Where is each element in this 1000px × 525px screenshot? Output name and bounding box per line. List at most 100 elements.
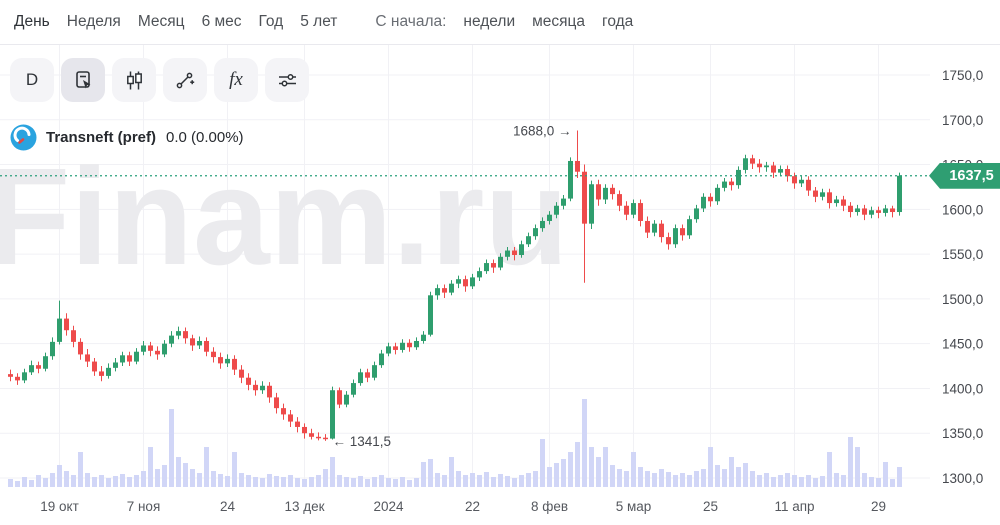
candle — [428, 291, 433, 337]
volume-bar — [414, 478, 419, 487]
range-5y[interactable]: 5 лет — [300, 13, 338, 30]
candle — [638, 199, 643, 227]
candle — [190, 334, 195, 351]
candle — [890, 205, 895, 218]
candle — [330, 386, 335, 440]
volume-bar — [638, 467, 643, 487]
price-tick-label: 1400,0 — [942, 381, 983, 396]
time-tick-label: 13 дек — [284, 499, 324, 514]
candle — [211, 347, 216, 363]
since-month[interactable]: месяца — [532, 13, 586, 30]
candle — [701, 193, 706, 213]
candle — [43, 352, 48, 372]
volume-bar — [827, 452, 832, 487]
candle — [596, 179, 601, 206]
volume-bar — [365, 479, 370, 487]
time-axis[interactable]: 19 окт 7 ноя 24 13 дек 2024 22 8 фев 5 мар 25 11 … — [40, 499, 886, 514]
volume-bar — [883, 462, 888, 487]
volume-bar — [582, 399, 587, 487]
price-tick-label: 1350,0 — [942, 426, 983, 441]
volume-bar — [225, 476, 230, 487]
volume-bar — [757, 475, 762, 487]
volume-bar — [869, 477, 874, 487]
volume-bar — [890, 479, 895, 487]
last-price-badge[interactable]: 1637,5 — [929, 162, 1000, 189]
volume-bar — [239, 473, 244, 487]
indicators-button[interactable]: fx — [214, 58, 258, 102]
trendline-icon — [174, 69, 197, 92]
candle — [204, 337, 209, 357]
range-month[interactable]: Месяц — [137, 13, 185, 30]
since-week[interactable]: недели — [463, 13, 516, 30]
candle — [71, 325, 76, 348]
volume-bar — [855, 447, 860, 487]
price-axis[interactable]: 1750,01700,01650,01600,01550,01500,01450… — [942, 68, 983, 486]
candle — [134, 348, 139, 365]
range-year[interactable]: Год — [258, 13, 284, 30]
annotate-tool-button[interactable] — [61, 58, 105, 102]
candle — [820, 188, 825, 201]
volume-bar — [8, 479, 13, 487]
time-tick-label: 5 мар — [616, 499, 652, 514]
volume-bar — [43, 478, 48, 487]
volume-bar — [407, 480, 412, 487]
candle — [519, 240, 524, 258]
price-tick-label: 1500,0 — [942, 292, 983, 307]
volume-bar — [624, 471, 629, 487]
volume-bar — [78, 452, 83, 487]
candle — [197, 336, 202, 350]
instrument-legend[interactable]: Transneft (pref) 0.0 (0.00%) — [10, 124, 244, 151]
volume-bar — [841, 475, 846, 487]
candle — [113, 357, 118, 372]
candle — [568, 157, 573, 202]
candle — [442, 284, 447, 298]
candle — [764, 161, 769, 172]
candle — [729, 177, 734, 191]
candle — [575, 130, 580, 178]
candle — [127, 351, 132, 367]
volume-bar — [477, 475, 482, 487]
volume-bar — [771, 477, 776, 487]
volume-bar — [316, 475, 321, 487]
volume-bar — [715, 465, 720, 487]
since-year[interactable]: года — [602, 13, 634, 30]
volume-bar — [526, 473, 531, 487]
candle — [708, 193, 713, 207]
volume-bar — [743, 463, 748, 487]
candlestick-icon — [123, 69, 146, 92]
chart-settings-button[interactable] — [265, 58, 309, 102]
candle — [421, 331, 426, 344]
range-day[interactable]: День — [14, 13, 50, 30]
volume-bar — [211, 471, 216, 487]
volume-bar — [848, 437, 853, 487]
candle — [750, 154, 755, 170]
range-6m[interactable]: 6 мес — [201, 13, 242, 30]
candle — [337, 387, 342, 409]
chart-toolbar: D — [10, 58, 309, 102]
annotate-icon — [72, 69, 95, 92]
candle — [281, 403, 286, 420]
candle — [92, 357, 97, 376]
volume-bar — [379, 475, 384, 487]
volume-bar — [309, 477, 314, 487]
volume-bar — [736, 467, 741, 487]
candles — [8, 130, 902, 441]
range-week[interactable]: Неделя — [66, 13, 121, 30]
volume-bar — [57, 465, 62, 487]
volume-bar — [659, 469, 664, 487]
candle — [666, 232, 671, 250]
volume-bar — [568, 452, 573, 487]
candles-style-button[interactable] — [112, 58, 156, 102]
candle — [589, 180, 594, 230]
candle — [897, 172, 902, 216]
candle — [274, 392, 279, 414]
finam-watermark: Finam.ru — [0, 140, 569, 294]
timeframe-button[interactable]: D — [10, 58, 54, 102]
candle — [64, 313, 69, 336]
trendline-tool-button[interactable] — [163, 58, 207, 102]
candle — [239, 365, 244, 384]
volume-bar — [505, 476, 510, 487]
volume-bar — [400, 477, 405, 487]
